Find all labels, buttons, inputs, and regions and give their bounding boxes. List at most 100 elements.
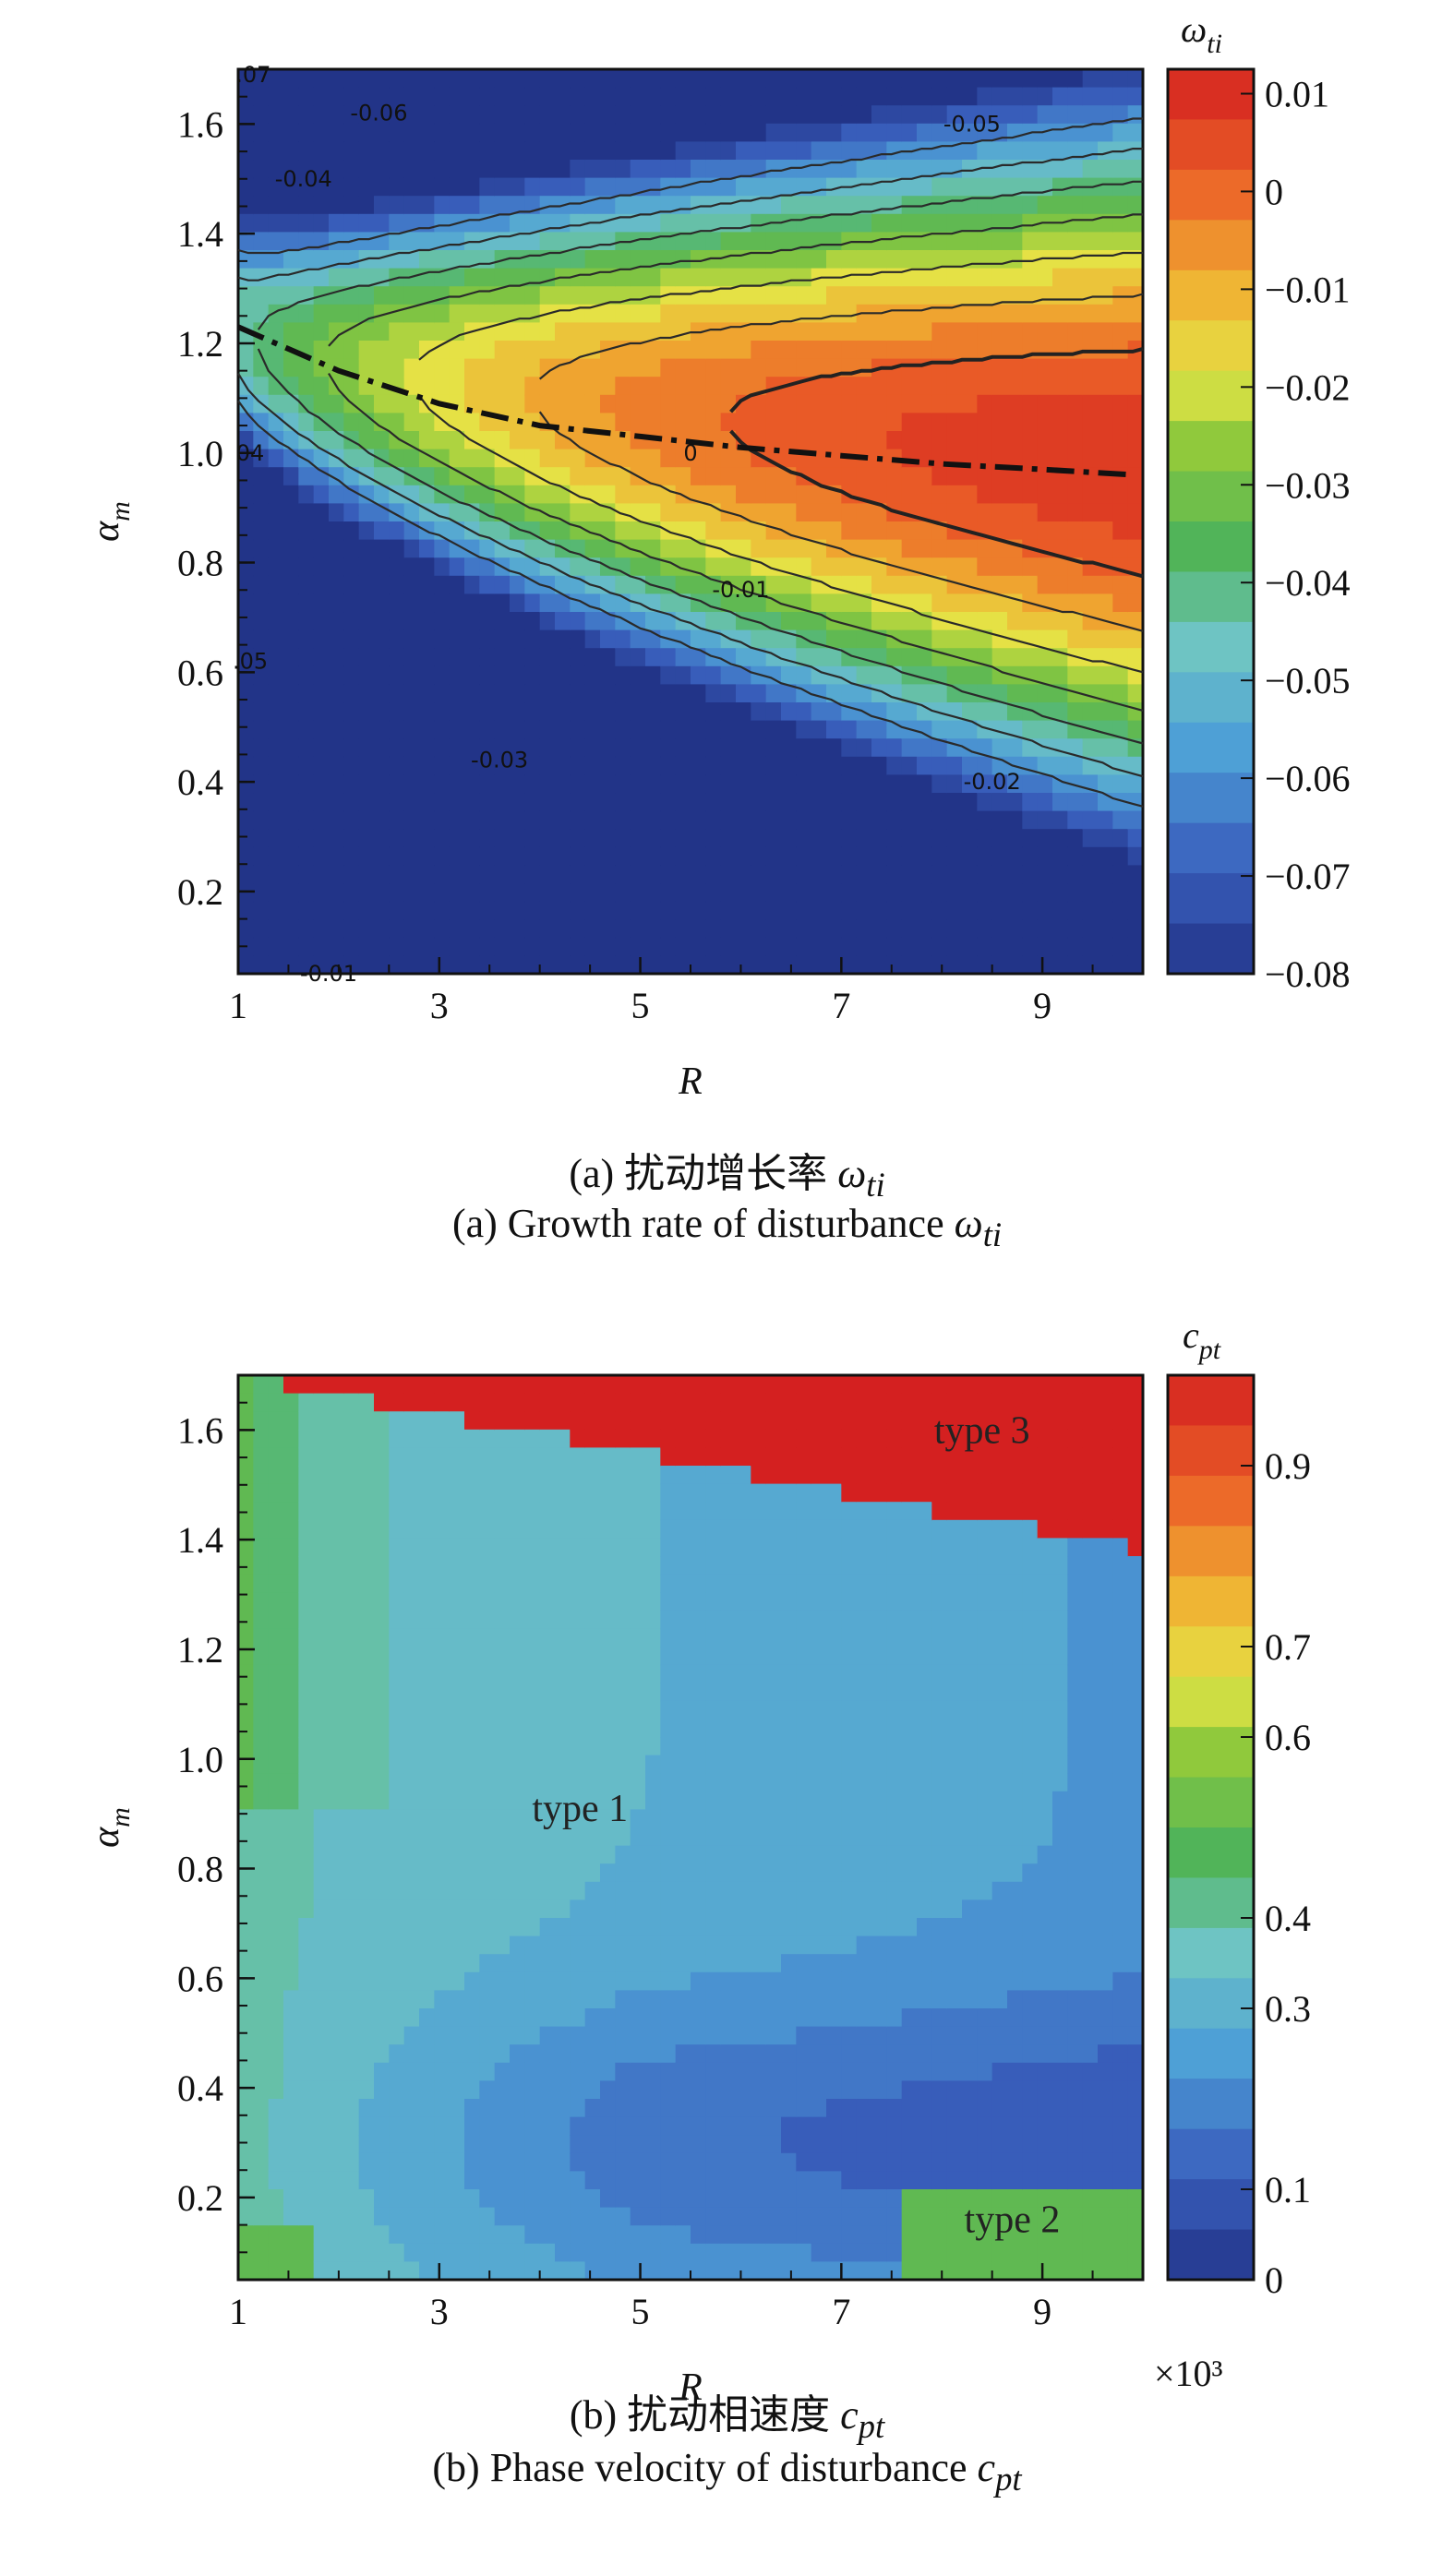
heatmap-cell — [886, 521, 903, 541]
heatmap-cell — [524, 2189, 541, 2209]
heatmap-cell — [1037, 105, 1053, 125]
heatmap-cell — [645, 846, 662, 867]
heatmap-cell — [751, 1755, 767, 1774]
heatmap-cell — [298, 919, 315, 939]
heatmap-cell — [615, 213, 631, 234]
heatmap-cell — [1112, 413, 1129, 432]
heatmap-cell — [555, 702, 571, 722]
heatmap-cell — [705, 738, 722, 758]
heatmap-cell — [238, 1737, 255, 1756]
heatmap-cell — [343, 177, 360, 197]
heatmap-cell — [434, 1502, 451, 1521]
heatmap-cell — [1082, 665, 1099, 686]
heatmap-cell — [1098, 304, 1114, 324]
heatmap-cell — [329, 2225, 345, 2245]
heatmap-cell — [675, 358, 691, 377]
heatmap-cell — [962, 883, 979, 903]
heatmap-cell — [539, 449, 556, 468]
heatmap-cell — [1052, 322, 1069, 341]
heatmap-cell — [901, 702, 918, 722]
heatmap-cell — [1127, 431, 1144, 450]
heatmap-cell — [765, 503, 782, 522]
heatmap-cell — [1082, 160, 1099, 179]
heatmap-cell — [584, 648, 601, 667]
heatmap-cell — [403, 1375, 420, 1395]
heatmap-cell — [555, 1538, 571, 1557]
heatmap-cell — [675, 1791, 691, 1811]
heatmap-cell — [570, 883, 586, 903]
heatmap-cell — [403, 413, 420, 432]
heatmap-cell — [691, 394, 707, 414]
heatmap-cell — [313, 2008, 330, 2028]
heatmap-cell — [283, 1755, 300, 1774]
heatmap-cell — [358, 358, 375, 377]
heatmap-cell — [736, 810, 752, 830]
heatmap-cell — [555, 829, 571, 848]
heatmap-cell — [675, 286, 691, 306]
heatmap-cell — [736, 1990, 752, 2009]
heatmap-cell — [796, 756, 812, 776]
heatmap-cell — [962, 213, 979, 234]
heatmap-cell — [675, 1683, 691, 1702]
heatmap-cell — [720, 467, 737, 486]
heatmap-cell — [374, 141, 391, 161]
heatmap-cell — [403, 1411, 420, 1431]
heatmap-cell — [238, 2207, 255, 2226]
heatmap-cell — [660, 1809, 677, 1828]
heatmap-cell — [374, 2080, 391, 2100]
heatmap-cell — [645, 1429, 662, 1449]
heatmap-cell — [343, 160, 360, 179]
heatmap-cell — [253, 87, 270, 106]
heatmap-cell — [856, 738, 872, 758]
heatmap-cell — [1037, 503, 1053, 522]
heatmap-cell — [1067, 539, 1084, 558]
heatmap-cell — [570, 322, 586, 341]
heatmap-cell — [374, 521, 391, 541]
heatmap-cell — [419, 2261, 436, 2281]
heatmap-cell — [841, 901, 858, 920]
heatmap-cell — [298, 684, 315, 703]
heatmap-cell — [811, 250, 827, 270]
heatmap-cell — [389, 1519, 405, 1540]
heatmap-cell — [600, 1737, 617, 1756]
heatmap-cell — [298, 268, 315, 287]
heatmap-cell — [358, 87, 375, 106]
heatmap-cell — [675, 1773, 691, 1792]
heatmap-cell — [1067, 901, 1084, 920]
heatmap-cell — [991, 612, 1008, 631]
heatmap-cell — [720, 575, 737, 595]
heatmap-cell — [720, 2243, 737, 2263]
heatmap-cell — [570, 1447, 586, 1467]
heatmap-cell — [283, 665, 300, 686]
heatmap-cell — [736, 304, 752, 324]
heatmap-cell — [1098, 883, 1114, 903]
heatmap-cell — [313, 2261, 330, 2281]
contour-line — [328, 373, 1144, 712]
heatmap-cell — [494, 2062, 511, 2082]
heatmap-cell — [329, 286, 345, 306]
heatmap-cell — [720, 1791, 737, 1811]
heatmap-cell — [313, 1791, 330, 1811]
heatmap-cell — [1067, 431, 1084, 450]
heatmap-cell — [298, 250, 315, 270]
heatmap-cell — [479, 1628, 496, 1647]
heatmap-cell — [1112, 865, 1129, 884]
heatmap-cell — [358, 2243, 375, 2263]
heatmap-cell — [434, 774, 451, 794]
heatmap-cell — [675, 160, 691, 179]
heatmap-cell — [1112, 575, 1129, 595]
heatmap-cell — [705, 883, 722, 903]
heatmap-cell — [584, 846, 601, 867]
heatmap-cell — [464, 2243, 481, 2263]
heatmap-cell — [645, 1592, 662, 1611]
heatmap-cell — [765, 557, 782, 577]
heatmap-cell — [720, 919, 737, 939]
heatmap-cell — [886, 141, 903, 161]
heatmap-cell — [751, 2026, 767, 2045]
heatmap-cell — [329, 1700, 345, 1720]
heatmap-cell — [374, 2044, 391, 2064]
heatmap-cell — [1052, 901, 1069, 920]
heatmap-cell — [329, 1447, 345, 1467]
heatmap-cell — [434, 1574, 451, 1593]
heatmap-cell — [1022, 141, 1039, 161]
